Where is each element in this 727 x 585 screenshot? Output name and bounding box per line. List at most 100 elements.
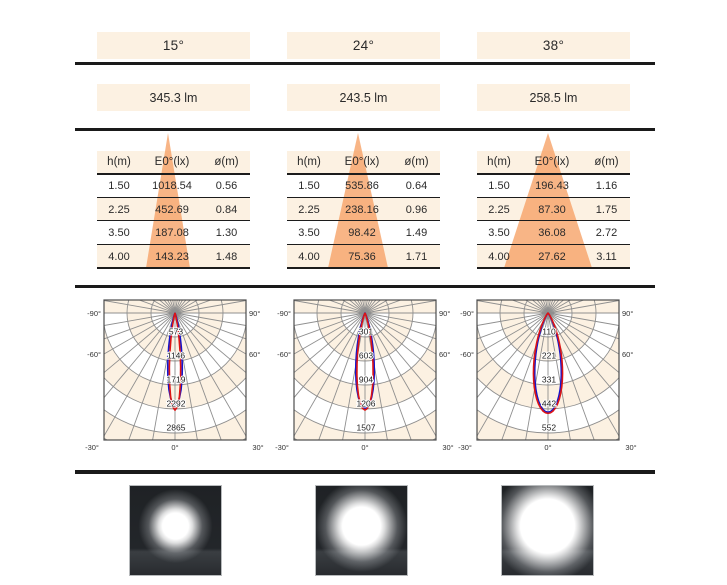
table-cell: 3.50 — [488, 227, 510, 239]
lumen-box: 258.5 lm — [477, 84, 630, 111]
ring-label: 1206 — [357, 399, 376, 409]
table-rule — [97, 267, 250, 269]
table-header-cell: ø(m) — [404, 156, 429, 168]
polar-radial-line — [477, 312, 549, 399]
table-cell: 1.50 — [298, 180, 320, 192]
intensity-curve-c0-plane — [356, 312, 374, 411]
polar-radial-line — [364, 312, 388, 440]
illuminance-table: h(m) E0°(lx) ø(m) 1.50 1018.54 0.56 2.25 452.69… — [97, 133, 250, 270]
polar-radial-line — [477, 312, 549, 437]
polar-radial-line — [477, 312, 549, 374]
polar-radial-line — [128, 312, 176, 440]
polar-radial-line — [104, 312, 176, 340]
table-rule — [477, 173, 630, 175]
ring-label: 904 — [359, 375, 373, 385]
polar-radial-line — [174, 300, 246, 314]
table-row: 3.50 187.08 1.30 — [97, 223, 250, 243]
ring-label: 110 — [542, 327, 556, 337]
table-cell: 2.25 — [108, 203, 130, 216]
polar-radial-line — [547, 312, 619, 399]
table-cell: 1.71 — [405, 250, 428, 263]
illuminance-table: h(m) E0°(lx) ø(m) 1.50 535.86 0.64 2.25 238.16 0… — [287, 133, 440, 270]
polar-radial-line — [364, 300, 436, 314]
table-rule — [477, 220, 630, 221]
table-cell: 4.00 — [108, 250, 130, 263]
angle-tick-label: 90° — [249, 309, 260, 318]
table-cell: 2.25 — [488, 203, 510, 216]
table-header-cell: h(m) — [487, 156, 511, 168]
table-cell: 2.25 — [298, 203, 320, 216]
table-row: 1.50 535.86 0.64 — [287, 176, 440, 196]
polar-radial-line — [174, 312, 246, 399]
angle-tick-label: 90° — [439, 309, 450, 318]
table-cell: 4.00 — [488, 250, 510, 263]
polar-radial-line — [364, 312, 436, 374]
table-cell: 98.42 — [348, 227, 376, 239]
polar-ring — [316, 300, 414, 362]
ring-label: 1507 — [357, 423, 376, 433]
divider-thick — [75, 61, 655, 65]
table-rule — [97, 243, 250, 245]
table-header-cell: ø(m) — [214, 156, 239, 168]
table-cell: 1.50 — [108, 180, 130, 192]
table-cell: 187.08 — [155, 227, 189, 239]
angle-tick-label: -60° — [460, 350, 474, 359]
polar-border — [293, 299, 437, 441]
polar-radial-line — [327, 300, 366, 314]
table-cell: 3.50 — [298, 227, 320, 239]
polar-ring — [294, 300, 436, 386]
polar-radial-line — [174, 312, 246, 374]
table-header-cell: E0°(lx) — [154, 156, 190, 168]
angle-tick-label: 0° — [544, 443, 551, 452]
table-rule — [287, 220, 440, 221]
ring-label: 603 — [359, 351, 373, 361]
polar-radial-line — [294, 312, 366, 340]
ring-label: 2292 — [167, 399, 186, 409]
table-cell: 4.00 — [298, 250, 320, 263]
polar-radial-line — [104, 312, 176, 355]
table-rule — [287, 267, 440, 269]
ring-label: 221 — [542, 351, 556, 361]
polar-radial-line — [104, 312, 176, 374]
ring-label: 2865 — [167, 423, 186, 433]
ring-label: 573 — [169, 327, 183, 337]
table-cell: 36.08 — [538, 227, 566, 239]
polar-radial-line — [547, 312, 619, 340]
table-cell: 196.43 — [535, 180, 569, 192]
lumen-box: 243.5 lm — [287, 84, 440, 111]
table-rule — [287, 243, 440, 245]
angle-tick-label: 60° — [249, 350, 260, 359]
angle-tick-label: 30° — [442, 443, 453, 452]
angle-tick-label: 30° — [625, 443, 636, 452]
polar-radial-line — [547, 312, 619, 437]
polar-radial-line — [104, 312, 176, 326]
angle-tick-label: 60° — [622, 350, 633, 359]
table-rule — [97, 220, 250, 221]
polar-ring — [477, 300, 619, 386]
table-row: 2.25 452.69 0.84 — [97, 200, 250, 220]
angle-tick-label: -90° — [277, 309, 291, 318]
angle-tick-label: 60° — [439, 350, 450, 359]
ring-label: 1719 — [167, 375, 186, 385]
polar-radial-line — [547, 312, 571, 440]
polar-radial-line — [547, 312, 619, 355]
table-cell: 3.11 — [596, 250, 617, 263]
polar-ring — [294, 376, 436, 410]
polar-ring — [126, 300, 224, 362]
table-header-row: h(m) E0°(lx) ø(m) — [97, 152, 250, 172]
beam-photo — [129, 485, 222, 576]
polar-radial-line — [510, 300, 549, 314]
polar-ring — [150, 300, 200, 338]
table-header-cell: E0°(lx) — [344, 156, 380, 168]
polar-radial-line — [174, 312, 246, 326]
table-cell: 87.30 — [538, 203, 566, 216]
ring-label: 552 — [542, 423, 556, 433]
table-cell: 2.72 — [595, 227, 618, 239]
polar-radial-line — [294, 312, 366, 437]
ring-label: 442 — [542, 399, 556, 409]
table-row: 3.50 36.08 2.72 — [477, 223, 630, 243]
table-header-cell: ø(m) — [594, 156, 619, 168]
table-header-cell: h(m) — [297, 156, 321, 168]
angle-tick-label: -30° — [458, 443, 472, 452]
intensity-curve-c0-plane — [168, 312, 182, 411]
